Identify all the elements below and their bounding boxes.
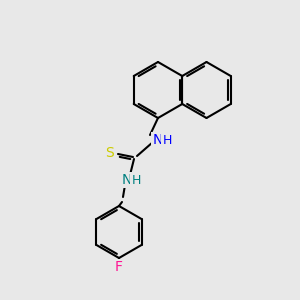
Text: H: H xyxy=(162,134,172,148)
Text: H: H xyxy=(131,175,141,188)
Text: N: N xyxy=(122,173,132,187)
Text: N: N xyxy=(153,133,163,147)
Text: F: F xyxy=(115,260,123,274)
Text: S: S xyxy=(105,146,113,160)
